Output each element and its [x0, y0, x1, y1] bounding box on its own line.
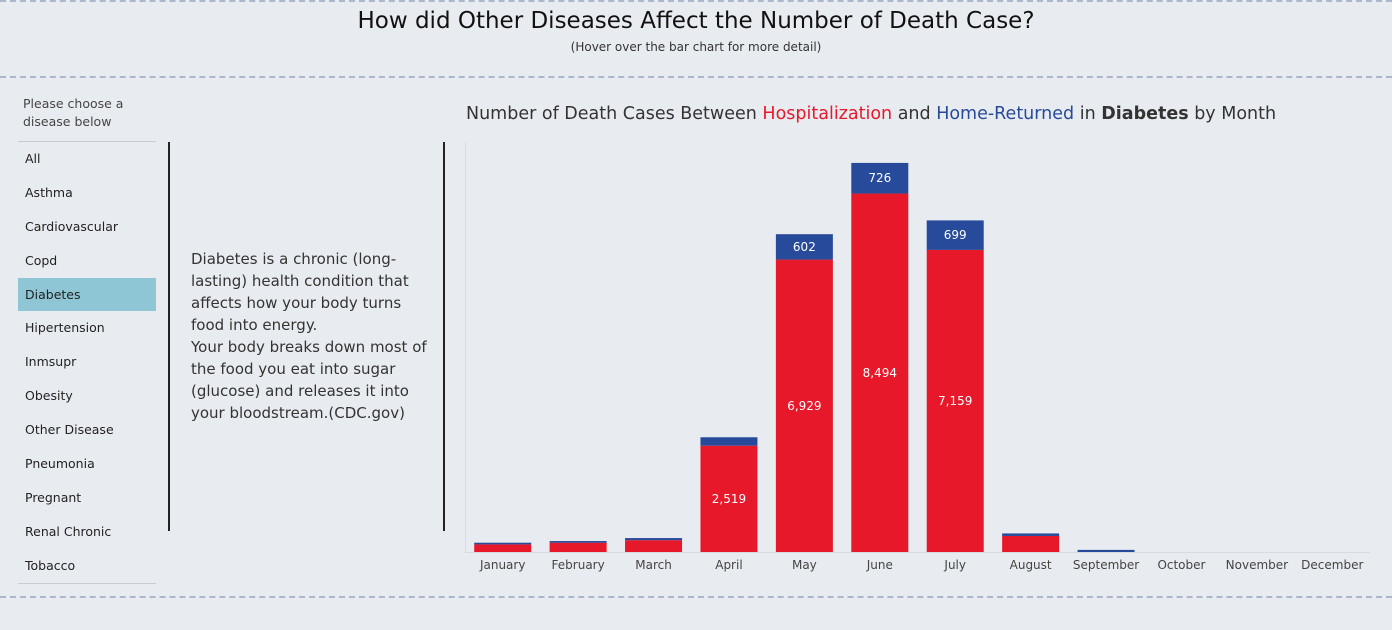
filter-item-inmsupr[interactable]: Inmsupr — [25, 354, 77, 370]
chart-title-home-returned: Home-Returned — [936, 104, 1075, 124]
label-home-returned-may: 602 — [793, 240, 816, 254]
month-label-december: December — [1301, 558, 1363, 572]
disease-filter-list: All Asthma Cardiovascular Copd Diabetes Hiper… — [18, 141, 156, 584]
month-label-january: January — [479, 558, 526, 572]
bar-hospitalization-may[interactable] — [775, 259, 833, 552]
top-divider — [0, 0, 1392, 2]
filter-item-obesity[interactable]: Obesity — [25, 388, 73, 404]
chart-title-suffix: by Month — [1188, 104, 1277, 124]
label-hospitalization-may: 6,929 — [787, 399, 821, 413]
month-label-november: November — [1226, 558, 1288, 572]
chart-title-disease: Diabetes — [1101, 104, 1189, 124]
filter-item-other-disease[interactable]: Other Disease — [25, 422, 114, 438]
page-subtitle: (Hover over the bar chart for more detai… — [570, 40, 822, 54]
month-label-july: July — [943, 558, 966, 572]
bar-home-returned-february[interactable] — [549, 541, 607, 543]
chart-title-prefix: Number of Death Cases Between — [466, 104, 763, 124]
bar-hospitalization-january[interactable] — [474, 544, 532, 552]
bar-home-returned-april[interactable] — [700, 437, 758, 446]
filter-item-cardiovascular[interactable]: Cardiovascular — [25, 218, 118, 234]
bar-hospitalization-march[interactable] — [625, 540, 683, 552]
bar-home-returned-january[interactable] — [474, 542, 532, 545]
month-label-june: June — [866, 558, 893, 572]
bar-home-returned-july[interactable] — [926, 220, 984, 250]
bar-home-returned-september[interactable] — [1077, 549, 1135, 552]
filter-item-all[interactable]: All — [25, 151, 41, 166]
filter-item-diabetes[interactable]: Diabetes — [18, 277, 156, 312]
vertical-divider-right — [443, 142, 445, 531]
label-home-returned-june: 726 — [868, 171, 891, 185]
label-hospitalization-june: 8,494 — [863, 366, 897, 380]
bar-hospitalization-february[interactable] — [549, 542, 607, 552]
disease-description: Diabetes is a chronic (long-lasting) hea… — [191, 250, 427, 422]
filter-prompt: Please choose a disease below — [23, 96, 124, 129]
chart-title-and: and — [892, 104, 937, 124]
bottom-divider — [0, 596, 1392, 598]
bar-hospitalization-august[interactable] — [1002, 535, 1060, 552]
month-label-october: October — [1157, 558, 1205, 572]
bar-home-returned-june[interactable] — [851, 162, 909, 194]
chart-title-in: in — [1074, 104, 1102, 124]
bar-hospitalization-july[interactable] — [926, 249, 984, 552]
filter-item-asthma[interactable]: Asthma — [25, 184, 73, 200]
label-hospitalization-april: 2,519 — [712, 492, 746, 506]
bar-home-returned-may[interactable] — [775, 234, 833, 260]
month-label-september: September — [1073, 558, 1139, 572]
month-label-august: August — [1010, 558, 1052, 572]
filter-item-hipertension[interactable]: Hipertension — [25, 320, 105, 336]
filter-item-pregnant[interactable]: Pregnant — [25, 489, 82, 505]
filter-item-copd[interactable]: Copd — [25, 252, 58, 268]
page-title: How did Other Diseases Affect the Number… — [357, 8, 1035, 34]
bar-hospitalization-june[interactable] — [851, 193, 909, 552]
filter-item-pneumonia[interactable]: Pneumonia — [25, 456, 95, 472]
bar-home-returned-march[interactable] — [625, 538, 683, 541]
label-home-returned-july: 699 — [944, 228, 967, 242]
month-label-february: February — [552, 558, 605, 572]
vertical-divider-left — [168, 142, 170, 531]
month-label-march: March — [635, 558, 672, 572]
chart-title-hospitalization: Hospitalization — [762, 104, 893, 124]
month-label-april: April — [715, 558, 742, 572]
chart-title: Number of Death Cases Between Hospitaliz… — [466, 104, 1386, 124]
label-hospitalization-july: 7,159 — [938, 394, 972, 408]
bar-hospitalization-april[interactable] — [700, 445, 758, 552]
filter-item-renal-chronic[interactable]: Renal Chronic — [25, 523, 112, 539]
bar-home-returned-august[interactable] — [1002, 533, 1060, 536]
header-divider — [0, 76, 1392, 78]
month-label-may: May — [792, 558, 817, 572]
filter-item-tobacco[interactable]: Tobacco — [25, 557, 76, 573]
